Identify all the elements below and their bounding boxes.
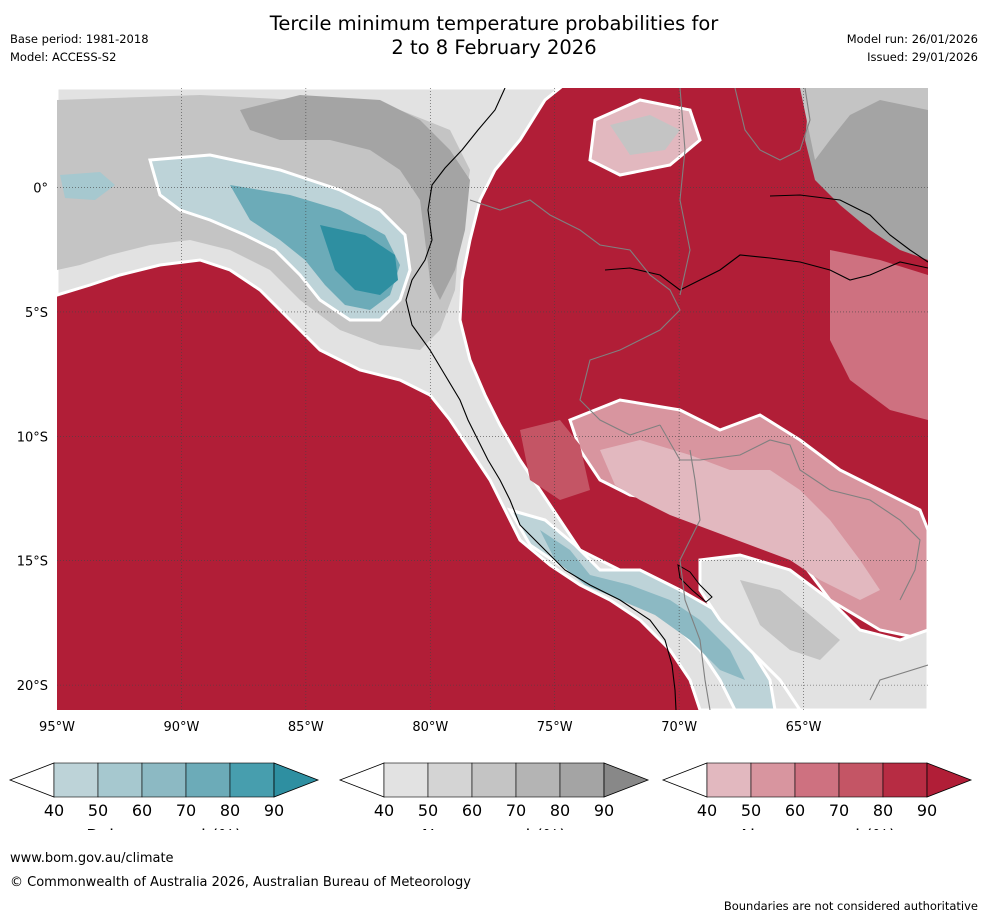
colorbar-segment	[53, 762, 99, 798]
border-bolivia	[659, 424, 921, 601]
colorbar-min-extend	[338, 762, 385, 798]
title-line-1: Tercile minimum temperature probabilitie…	[269, 12, 719, 35]
colorbar-1: 40 50 60 70 80 90 Near normal (%)	[338, 762, 650, 830]
tick-layer: 95°W 90°W 85°W 80°W 75°W 70°W 65°W 0° 5°S 10°S 15°…	[17, 182, 822, 735]
colorbar-tick-label: 60	[462, 801, 482, 820]
colorbar-tick-label: 80	[550, 801, 570, 820]
colorbar-min-extend	[8, 762, 55, 798]
colorbar-tick-label: 60	[132, 801, 152, 820]
colorbar-tick-label: 50	[418, 801, 438, 820]
lon-tick-label: 65°W	[786, 720, 822, 735]
lon-tick-label: 95°W	[39, 720, 75, 735]
colorbar-segment	[706, 762, 752, 798]
colorbar-tick-label: 60	[785, 801, 805, 820]
map-container: 95°W 90°W 85°W 80°W 75°W 70°W 65°W 0° 5°S 10°S 15°…	[17, 88, 928, 735]
near-normal-60-east	[800, 88, 928, 160]
colorbar-segment	[838, 762, 884, 798]
below-normal-90-ecuador	[320, 225, 398, 295]
coastline-caribbean	[604, 254, 928, 291]
colorbar-tick-label: 90	[594, 801, 614, 820]
colorbar-segment	[559, 762, 605, 798]
colorbar-segment	[229, 762, 275, 798]
coastline-central-america	[769, 194, 928, 263]
lat-tick-label: 0°	[33, 182, 48, 197]
colorbar-tick-label: 90	[917, 801, 937, 820]
colorbar-segment	[185, 762, 231, 798]
colorbar-segment	[427, 762, 473, 798]
footer-url[interactable]: www.bom.gov.au/climate	[10, 851, 174, 866]
border-colombia	[679, 88, 811, 296]
model-text: Model: ACCESS-S2	[10, 50, 117, 64]
lat-tick-label: 5°S	[25, 306, 48, 321]
colorbar-2: 40 50 60 70 80 90 Above normal (%)	[661, 762, 973, 830]
colorbar-segment	[471, 762, 517, 798]
colorbar-segment	[750, 762, 796, 798]
lat-tick-label: 15°S	[17, 555, 48, 570]
colorbar-segment	[97, 762, 143, 798]
colorbar-segment	[882, 762, 928, 798]
colorbar-0: 40 50 60 70 80 90 Below normal (%)	[8, 762, 320, 830]
colorbar-layer: 40 50 60 70 80 90 Below normal (%) 40 50 60 70 80 90…	[8, 762, 973, 830]
probability-map: 95°W 90°W 85°W 80°W 75°W 70°W 65°W 0° 5°S 10°S 15°…	[17, 88, 928, 735]
base-period-text: Base period: 1981-2018	[10, 32, 149, 46]
below-normal-galapagos	[60, 172, 115, 200]
border-peru-brazil	[469, 199, 681, 436]
near-normal-60-south	[740, 580, 840, 660]
meta-left: Base period: 1981-2018 Model: ACCESS-S2	[10, 30, 149, 66]
colorbar-max-extend	[273, 762, 320, 798]
footer-copyright: © Commonwealth of Australia 2026, Austra…	[10, 875, 471, 890]
footer-disclaimer: Boundaries are not considered authoritat…	[723, 899, 978, 913]
colorbar-min-extend	[661, 762, 708, 798]
colorbar-max-extend	[926, 762, 973, 798]
lat-tick-label: 20°S	[17, 679, 48, 694]
map-title: Tercile minimum temperature probabilitie…	[0, 12, 988, 60]
lat-tick-label: 10°S	[17, 430, 48, 445]
colorbar-segment	[515, 762, 561, 798]
lon-tick-label: 85°W	[288, 720, 324, 735]
above-normal-60-east	[830, 250, 928, 420]
colorbar-tick-label: 90	[264, 801, 284, 820]
border-argentina	[869, 664, 928, 701]
grid-layer	[57, 88, 928, 710]
colorbars: 40 50 60 70 80 90 Below normal (%) 40 50 60 70 80 90…	[8, 762, 973, 830]
title-line-2: 2 to 8 February 2026	[391, 36, 597, 59]
lon-tick-label: 80°W	[412, 720, 448, 735]
colorbar-tick-label: 40	[374, 801, 394, 820]
lon-tick-label: 90°W	[163, 720, 199, 735]
issued-text: Issued: 29/01/2026	[867, 50, 978, 64]
colorbar-tick-label: 80	[220, 801, 240, 820]
colorbar-segment	[383, 762, 429, 798]
colorbar-tick-label: 40	[697, 801, 717, 820]
colorbar-tick-label: 40	[44, 801, 64, 820]
colorbar-tick-label: 70	[829, 801, 849, 820]
meta-right: Model run: 26/01/2026 Issued: 29/01/2026	[847, 30, 978, 66]
above-normal-40-bolivia	[600, 440, 880, 600]
model-run-text: Model run: 26/01/2026	[846, 32, 978, 46]
colorbar-title: Below normal (%)	[86, 827, 241, 830]
colorbar-title: Above normal (%)	[738, 827, 896, 830]
near-normal-60-north-patch	[610, 115, 680, 155]
colorbar-title: Near normal (%)	[422, 827, 567, 830]
border-chile	[679, 449, 711, 710]
coastline-south-america	[405, 88, 677, 710]
colorbar-tick-label: 50	[741, 801, 761, 820]
lon-tick-label: 75°W	[537, 720, 573, 735]
colorbar-tick-label: 50	[88, 801, 108, 820]
colorbar-tick-label: 70	[506, 801, 526, 820]
colorbar-tick-label: 80	[873, 801, 893, 820]
lon-tick-label: 70°W	[661, 720, 697, 735]
near-normal-80-north	[240, 95, 470, 300]
colorbar-tick-label: 70	[176, 801, 196, 820]
colorbar-segment	[794, 762, 840, 798]
colorbar-segment	[141, 762, 187, 798]
colorbar-max-extend	[603, 762, 650, 798]
below-normal-60-peru	[540, 530, 745, 680]
